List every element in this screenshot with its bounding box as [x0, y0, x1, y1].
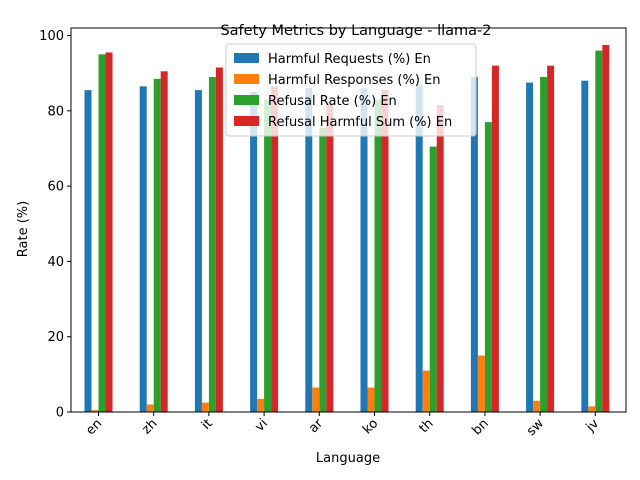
- bar-jv-series-3: [602, 44, 610, 412]
- y-tick-label: 60: [47, 180, 64, 195]
- bar-bn-series-2: [484, 122, 492, 413]
- bar-th-series-0: [415, 84, 423, 412]
- legend-label-2: Refusal Rate (%) En: [268, 94, 397, 109]
- legend-swatch-3: [234, 116, 259, 126]
- bar-zh-series-0: [139, 86, 147, 412]
- y-tick-label: 20: [47, 330, 64, 345]
- bar-en-series-3: [105, 52, 113, 412]
- bar-bn-series-0: [470, 76, 478, 412]
- bar-th-series-3: [436, 105, 444, 413]
- bar-it-series-2: [208, 76, 216, 412]
- bar-vi-series-3: [271, 86, 279, 412]
- bar-it-series-0: [194, 90, 202, 413]
- bar-sw-series-2: [540, 76, 548, 412]
- bar-th-series-2: [429, 146, 437, 412]
- bar-jv-series-0: [581, 80, 589, 413]
- bar-it-series-1: [201, 402, 209, 412]
- y-tick-label: 40: [47, 255, 64, 270]
- bar-ko-series-1: [367, 387, 375, 412]
- bar-zh-series-3: [160, 71, 168, 412]
- bar-zh-series-1: [146, 404, 154, 412]
- x-axis-label: Language: [316, 451, 380, 466]
- bar-sw-series-3: [547, 65, 555, 413]
- bar-en-series-2: [98, 54, 106, 412]
- bar-vi-series-2: [264, 99, 272, 412]
- y-axis-label: Rate (%): [16, 201, 31, 257]
- legend-swatch-0: [234, 53, 259, 63]
- bar-ar-series-1: [312, 387, 320, 412]
- bar-ar-series-3: [326, 103, 334, 412]
- y-tick-label: 80: [47, 104, 64, 119]
- bar-th-series-1: [422, 370, 430, 412]
- bar-vi-series-0: [250, 92, 258, 412]
- bar-en-series-1: [91, 410, 99, 412]
- bar-bn-series-1: [477, 355, 485, 412]
- bar-sw-series-0: [526, 82, 534, 412]
- legend-box: [225, 43, 477, 137]
- y-tick-label: 100: [39, 29, 64, 44]
- bar-bn-series-3: [491, 65, 499, 413]
- legend-label-0: Harmful Requests (%) En: [268, 52, 431, 67]
- bar-ko-series-3: [381, 90, 389, 413]
- chart-title: Safety Metrics by Language - llama-2: [220, 23, 491, 39]
- legend: Harmful Requests (%) En Harmful Responses…: [225, 43, 477, 137]
- bars-group: [84, 44, 610, 413]
- legend-label-1: Harmful Responses (%) En: [268, 73, 441, 88]
- bar-ko-series-2: [374, 99, 382, 412]
- plot-frame: [70, 27, 627, 413]
- bar-jv-series-2: [595, 50, 603, 413]
- legend-swatch-2: [234, 95, 259, 105]
- bar-zh-series-2: [153, 78, 161, 412]
- y-tick-label: 0: [56, 406, 64, 421]
- bar-ko-series-0: [360, 88, 368, 413]
- legend-swatch-1: [234, 74, 259, 84]
- legend-label-3: Refusal Harmful Sum (%) En: [268, 115, 452, 130]
- bar-ar-series-0: [305, 88, 313, 413]
- bar-en-series-0: [84, 90, 92, 413]
- bar-vi-series-1: [257, 398, 265, 412]
- bar-jv-series-1: [588, 406, 596, 412]
- bar-it-series-3: [215, 67, 223, 412]
- bar-sw-series-1: [533, 400, 541, 412]
- bar-ar-series-2: [319, 127, 327, 412]
